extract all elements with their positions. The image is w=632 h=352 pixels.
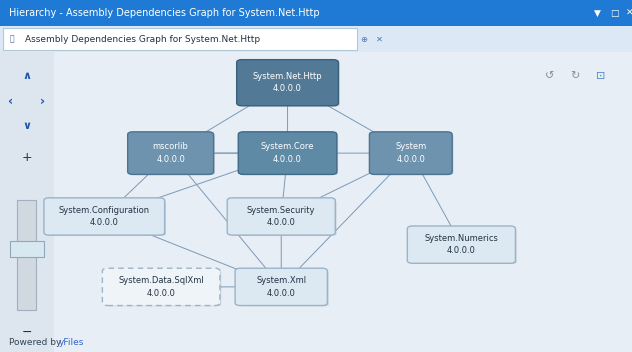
FancyBboxPatch shape [18, 200, 37, 310]
FancyBboxPatch shape [0, 0, 632, 26]
Text: System
4.0.0.0: System 4.0.0.0 [395, 142, 427, 164]
FancyBboxPatch shape [242, 134, 338, 175]
Text: ↻: ↻ [571, 71, 580, 81]
FancyBboxPatch shape [48, 200, 166, 236]
Text: ∧: ∧ [22, 71, 32, 81]
FancyBboxPatch shape [236, 59, 339, 106]
Text: Powered by: Powered by [9, 338, 64, 347]
FancyBboxPatch shape [106, 270, 221, 306]
FancyBboxPatch shape [228, 198, 335, 235]
Text: ∨: ∨ [22, 121, 32, 131]
Text: System.Numerics
4.0.0.0: System.Numerics 4.0.0.0 [425, 234, 498, 256]
Text: ⊡: ⊡ [596, 71, 605, 81]
Text: ✕: ✕ [626, 9, 632, 18]
FancyBboxPatch shape [373, 134, 454, 175]
FancyBboxPatch shape [231, 200, 336, 236]
Text: ↺: ↺ [545, 71, 554, 81]
FancyBboxPatch shape [128, 132, 214, 175]
FancyBboxPatch shape [3, 28, 357, 50]
FancyBboxPatch shape [411, 228, 516, 264]
FancyBboxPatch shape [369, 132, 453, 175]
FancyBboxPatch shape [240, 62, 340, 106]
Text: Assembly Dependencies Graph for System.Net.Http: Assembly Dependencies Graph for System.N… [25, 34, 260, 44]
Text: ‹: ‹ [8, 95, 14, 107]
FancyBboxPatch shape [0, 52, 54, 352]
Text: □: □ [610, 9, 618, 18]
Text: Hierarchy - Assembly Dependencies Graph for System.Net.Http: Hierarchy - Assembly Dependencies Graph … [9, 8, 320, 18]
Text: mscorlib
4.0.0.0: mscorlib 4.0.0.0 [153, 142, 188, 164]
FancyBboxPatch shape [0, 26, 632, 52]
Text: −: − [21, 326, 32, 339]
Text: 🗔: 🗔 [9, 34, 14, 44]
FancyBboxPatch shape [407, 226, 515, 263]
Text: System.Security
4.0.0.0: System.Security 4.0.0.0 [247, 206, 315, 227]
FancyBboxPatch shape [10, 241, 44, 257]
Text: System.Core
4.0.0.0: System.Core 4.0.0.0 [261, 142, 314, 164]
Text: ▼: ▼ [594, 9, 601, 18]
Text: System.Net.Http
4.0.0.0: System.Net.Http 4.0.0.0 [253, 72, 322, 94]
FancyBboxPatch shape [239, 270, 329, 306]
FancyBboxPatch shape [238, 132, 337, 175]
Text: System.Xml
4.0.0.0: System.Xml 4.0.0.0 [256, 276, 307, 298]
Text: yFiles: yFiles [59, 338, 84, 347]
Text: ⊕: ⊕ [360, 34, 367, 44]
Text: System.Configuration
4.0.0.0: System.Configuration 4.0.0.0 [59, 206, 150, 227]
FancyBboxPatch shape [44, 198, 164, 235]
Text: +: + [21, 151, 32, 164]
Text: ✕: ✕ [376, 34, 383, 44]
Text: System.Data.SqlXml
4.0.0.0: System.Data.SqlXml 4.0.0.0 [118, 276, 204, 298]
Text: ›: › [40, 95, 46, 107]
FancyBboxPatch shape [131, 134, 215, 175]
FancyBboxPatch shape [235, 268, 327, 306]
FancyBboxPatch shape [102, 268, 220, 306]
